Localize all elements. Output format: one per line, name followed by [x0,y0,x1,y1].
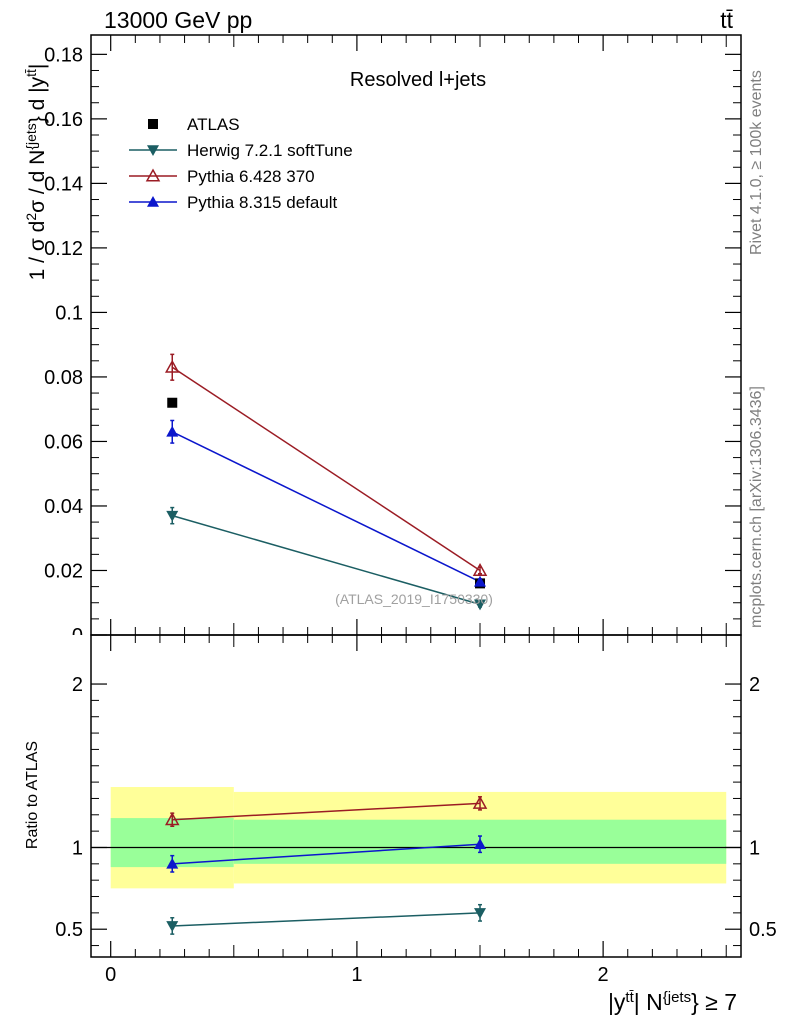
main-y-tick-label: 0.1 [55,302,83,324]
data-point-pythia-6-428-370 [164,359,180,373]
series-line-pythia-6-428-370 [171,366,481,572]
main-y-tick-label: 0.02 [44,560,83,582]
series-line-herwig-7-2-1-softtune [172,514,481,606]
x-tick-label: 2 [598,964,609,986]
main-y-tick-label: 0.18 [44,44,83,66]
rivet-version-label: Rivet 4.1.0, ≥ 100k events [748,70,765,255]
mcplots-label: mcplots.cern.ch [arXiv:1306.3436] [748,386,765,628]
ratio-point-herwig-7-2-1-softtune [166,921,179,932]
ratio-line-herwig-7-2-1-softtune [172,912,481,927]
x-tick-label: 0 [105,964,116,986]
ratio-plot-frame [90,634,742,958]
ratio-y-tick-label-right: 0.5 [749,919,777,941]
ratio-line-pythia-6-428-370 [172,802,481,821]
ratio-y-tick-label: 1 [72,837,83,859]
data-point-pythia-6-428-370 [472,562,488,577]
ratio-point-pythia-8-315-default [166,857,179,869]
process-label: tt̄ [720,7,733,33]
x-axis-label: |ytt̄| N{jets} ≥ 7 [608,989,737,1016]
analysis-watermark: (ATLAS_2019_I1750330) [335,591,493,607]
ratio-y-tick-label-right: 2 [749,674,760,696]
legend-label-herwig-7-2-1-softtune: Herwig 7.2.1 softTune [187,141,353,160]
main-y-tick-label: 0.16 [44,109,83,131]
ratio-point-pythia-6-428-370 [472,795,488,809]
data-point-pythia-8-315-default [474,575,487,587]
data-point-pythia-8-315-default [166,425,179,437]
ratio-line-pythia-8-315-default [172,843,481,865]
ratio-y-tick-label: 0.5 [55,919,83,941]
main-y-tick-label: 0.06 [44,431,83,453]
main-y-tick-label: 0.08 [44,367,83,389]
legend-marker-atlas [148,119,158,129]
data-point-atlas [167,397,178,408]
legend-label-pythia-8-315-default: Pythia 8.315 default [187,193,338,212]
ratio-y-tick-label: 2 [72,674,83,696]
legend-label-atlas: ATLAS [187,115,240,134]
legend-marker-pythia-6-428-370 [145,168,161,182]
legend-label-pythia-6-428-370: Pythia 6.428 370 [187,167,315,186]
legend-marker-herwig-7-2-1-softtune [147,145,159,156]
ratio-point-herwig-7-2-1-softtune [474,908,487,919]
energy-label: 13000 GeV pp [104,7,252,33]
main-y-axis-label: 1 / σ d2σ / d N{jets} d |ytt̄| [23,64,49,281]
legend-marker-pythia-8-315-default [147,196,159,207]
chart-title: Resolved l+jets [350,69,486,91]
main-y-tick-label: 0.14 [44,173,83,195]
main-y-tick-label: 0.04 [44,496,83,518]
ratio-y-tick-label-right: 1 [749,837,760,859]
main-y-tick-label: 0.12 [44,238,83,260]
ratio-y-axis-label: Ratio to ATLAS [24,741,41,849]
data-point-herwig-7-2-1-softtune [474,599,487,611]
legend: ATLAS Herwig 7.2.1 softTune Pythia 6.428 3… [129,115,353,212]
main-y-tick-label: 0 [72,625,83,647]
series-line-pythia-8-315-default [171,431,481,583]
ratio-point-pythia-6-428-370 [164,812,180,826]
data-point-herwig-7-2-1-softtune [166,510,179,522]
ratio-point-pythia-8-315-default [474,838,487,850]
x-tick-label: 1 [351,964,362,986]
